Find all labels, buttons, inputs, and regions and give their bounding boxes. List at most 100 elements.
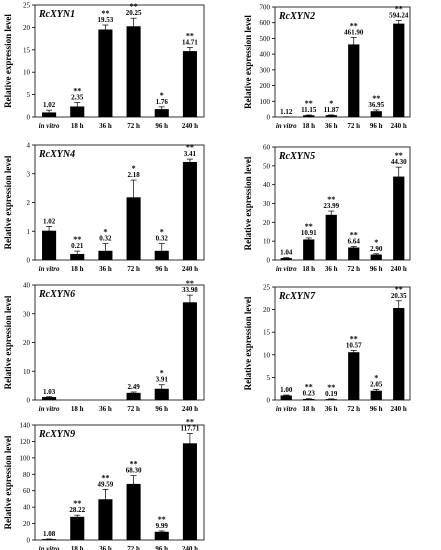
significance-marker: ** <box>372 94 380 103</box>
bar <box>70 106 85 117</box>
x-tick-label: 240 h <box>182 405 198 413</box>
bar <box>126 392 141 400</box>
significance-marker: * <box>103 228 107 237</box>
x-tick-label: 36 h <box>99 545 112 550</box>
chart-title: RcXYN9 <box>38 429 75 440</box>
value-label: 9.99 <box>156 522 169 530</box>
significance-marker: ** <box>395 151 403 160</box>
y-tick-label: 20 <box>263 219 271 227</box>
significance-marker: ** <box>327 195 335 204</box>
y-tick-label: 120 <box>20 438 31 446</box>
chart-panel-rcxyn9: 0 20 40 60 80 100 120 140 Relative expression le… <box>3 417 205 550</box>
x-tick-label: 18 h <box>71 265 84 273</box>
significance-marker: ** <box>73 86 81 95</box>
chart-title: RcXYN4 <box>38 149 75 160</box>
x-tick-label: in vitro <box>39 122 60 130</box>
bar <box>348 247 360 260</box>
x-tick-label: 240 h <box>391 122 407 130</box>
y-tick-label: 1 <box>27 228 31 236</box>
significance-marker: ** <box>350 21 358 30</box>
significance-marker: ** <box>350 230 358 239</box>
chart-panel-rcxyn6: 0 10 20 30 40 Relative expression level RcXYN6… <box>3 279 205 413</box>
y-tick-label: 100 <box>260 98 271 106</box>
x-tick-label: 72 h <box>127 265 140 273</box>
x-tick-label: 18 h <box>302 122 315 130</box>
significance-marker: * <box>132 164 136 173</box>
x-tick-label: 18 h <box>71 405 84 413</box>
value-label: 594.24 <box>389 11 409 19</box>
value-label: 49.59 <box>98 480 114 488</box>
bar <box>42 397 57 400</box>
plot-frame <box>34 424 205 541</box>
y-tick-label: 30 <box>263 200 271 208</box>
significance-marker: ** <box>327 383 335 392</box>
bar <box>348 352 360 400</box>
significance-marker: ** <box>395 4 403 13</box>
value-label: 0.32 <box>156 235 169 243</box>
x-tick-label: 18 h <box>71 122 84 130</box>
y-tick-label: 2 <box>27 199 31 207</box>
bar <box>126 26 141 118</box>
value-label: 461.90 <box>344 28 364 36</box>
chart-title: RcXYN6 <box>38 289 75 300</box>
plot-frame <box>274 6 411 118</box>
y-axis-label: Relative expression level <box>3 435 13 529</box>
x-tick-label: in vitro <box>276 265 297 273</box>
y-tick-label: 4 <box>27 142 31 150</box>
significance-marker: ** <box>73 499 81 508</box>
significance-marker: ** <box>186 32 194 41</box>
x-tick-label: 96 h <box>155 545 168 550</box>
value-label: 10.91 <box>301 229 317 237</box>
x-tick-label: 240 h <box>391 405 407 413</box>
y-tick-label: 100 <box>20 454 31 462</box>
chart-title: RcXYN1 <box>38 9 75 20</box>
bar <box>182 302 197 400</box>
chart-title: RcXYN5 <box>278 151 315 162</box>
value-label: 20.35 <box>391 292 407 300</box>
significance-marker: ** <box>101 9 109 18</box>
value-label: 20.25 <box>126 9 142 17</box>
y-axis-label: Relative expression level <box>243 15 253 109</box>
y-tick-label: 50 <box>263 162 271 170</box>
value-label: 28.22 <box>69 506 85 514</box>
x-tick-label: 96 h <box>370 405 383 413</box>
value-label: 0.19 <box>325 390 338 398</box>
bar <box>393 308 405 400</box>
x-tick-label: 96 h <box>155 265 168 273</box>
y-tick-label: 60 <box>263 144 271 152</box>
y-tick-label: 25 <box>263 284 271 292</box>
value-label: 1.76 <box>156 98 169 106</box>
chart-panel-rcxyn2: 0 100 200 300 400 500 600 700 Relative expressio… <box>243 4 411 130</box>
chart-title: RcXYN7 <box>278 291 316 302</box>
y-tick-label: 30 <box>23 310 31 318</box>
x-tick-label: 240 h <box>182 265 198 273</box>
significance-marker: ** <box>130 2 138 11</box>
value-label: 33.98 <box>182 286 198 294</box>
y-tick-label: 40 <box>23 504 31 512</box>
value-label: 2.49 <box>127 383 140 391</box>
y-tick-label: 0 <box>267 397 271 405</box>
value-label: 1.02 <box>43 101 56 109</box>
x-tick-label: 72 h <box>127 122 140 130</box>
value-label: 3.41 <box>184 150 197 158</box>
x-tick-label: 36 h <box>325 122 338 130</box>
bar <box>98 29 113 117</box>
significance-marker: ** <box>305 383 313 392</box>
value-label: 44.30 <box>391 158 407 166</box>
y-tick-label: 200 <box>260 82 271 90</box>
y-tick-label: 140 <box>20 422 31 430</box>
y-tick-label: 0 <box>267 257 271 265</box>
x-tick-label: 36 h <box>99 265 112 273</box>
significance-marker: * <box>374 373 378 382</box>
chart-panel-rcxyn1: 0 5 10 15 20 25 Relative expression level RcXYN… <box>3 2 205 130</box>
y-tick-label: 5 <box>267 374 271 382</box>
y-tick-label: 80 <box>23 471 31 479</box>
x-tick-label: 18 h <box>302 405 315 413</box>
significance-marker: ** <box>158 515 166 524</box>
bar <box>126 483 141 540</box>
significance-marker: * <box>374 238 378 247</box>
significance-marker: ** <box>186 417 194 426</box>
y-tick-label: 60 <box>23 487 31 495</box>
value-label: 14.71 <box>182 39 198 47</box>
